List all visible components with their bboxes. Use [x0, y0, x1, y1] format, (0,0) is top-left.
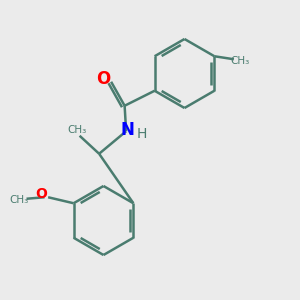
Text: O: O	[36, 187, 47, 201]
Text: CH₃: CH₃	[230, 56, 250, 66]
Text: CH₃: CH₃	[67, 125, 86, 135]
Text: CH₃: CH₃	[9, 195, 28, 205]
Text: N: N	[121, 121, 135, 139]
Text: H: H	[136, 127, 147, 141]
Text: O: O	[97, 70, 111, 88]
